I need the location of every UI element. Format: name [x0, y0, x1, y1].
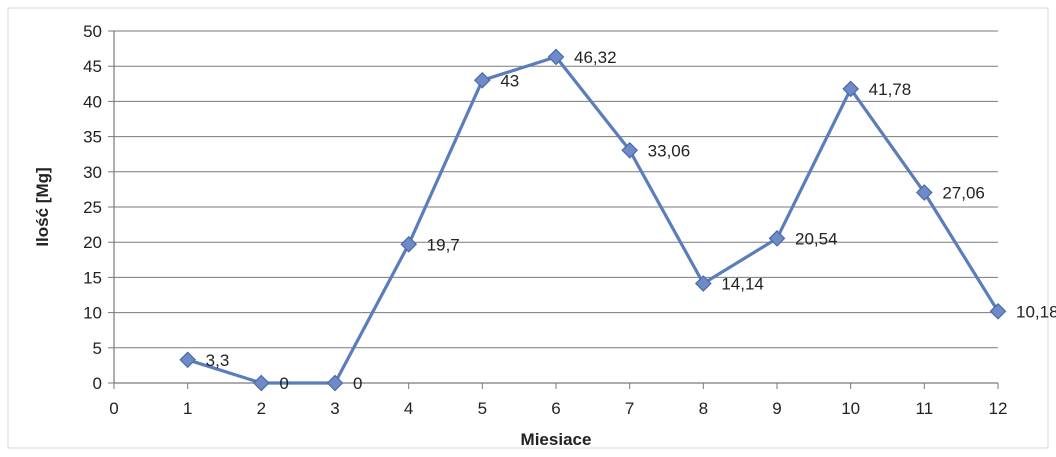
x-tick-label: 8 — [699, 399, 708, 418]
x-tick-label: 7 — [625, 399, 634, 418]
y-tick-label: 15 — [83, 268, 102, 287]
y-tick-label: 40 — [83, 92, 102, 111]
data-label: 10,18 — [1016, 302, 1056, 321]
y-tick-label: 50 — [83, 22, 102, 41]
x-axis-title: Miesiace — [521, 430, 592, 449]
gridlines — [114, 30, 998, 349]
x-tick-label: 9 — [772, 399, 781, 418]
y-axis-title: Ilość [Mg] — [33, 167, 52, 246]
data-point-marker — [400, 235, 418, 253]
data-label: 27,06 — [942, 183, 985, 202]
y-tick-label: 5 — [93, 339, 102, 358]
y-tick-label: 20 — [83, 233, 102, 252]
data-point-marker — [326, 374, 344, 392]
y-tick-label: 35 — [83, 128, 102, 147]
data-label: 33,06 — [648, 141, 691, 160]
x-tick-label: 11 — [916, 399, 934, 418]
x-tick-label: 10 — [841, 399, 860, 418]
chart-border — [7, 7, 1049, 449]
data-point-marker — [252, 374, 270, 392]
data-point-marker — [547, 48, 565, 66]
series — [179, 48, 1007, 392]
data-point-marker — [768, 230, 786, 247]
y-tick-label: 25 — [83, 198, 102, 217]
data-label: 3,3 — [206, 351, 230, 370]
y-tick-label: 30 — [83, 163, 102, 182]
data-point-marker — [989, 302, 1007, 320]
data-point-marker — [473, 71, 491, 89]
data-label: 0 — [279, 374, 288, 393]
y-tick-label: 10 — [83, 304, 102, 323]
data-point-marker — [621, 141, 639, 159]
data-label: 19,7 — [427, 235, 460, 254]
y-tick-label: 45 — [83, 57, 102, 76]
x-tick-label: 3 — [330, 399, 339, 418]
data-label: 43 — [500, 71, 519, 90]
data-point-marker — [915, 184, 933, 201]
data-label: 46,32 — [574, 48, 617, 67]
y-tick-label: 0 — [93, 374, 102, 393]
data-label: 20,54 — [795, 229, 838, 248]
data-point-marker — [694, 275, 712, 292]
data-labels: 3,3 0 0 19,7 43 46,32 33,06 14,14 20,54 41,78 27,0… — [206, 48, 1056, 393]
series-line — [187, 55, 1000, 385]
data-label: 41,78 — [869, 80, 912, 99]
x-tick-label: 12 — [989, 399, 1008, 418]
x-tick-label: 5 — [478, 399, 487, 418]
data-label: 0 — [353, 374, 362, 393]
data-label: 14,14 — [721, 274, 764, 293]
x-tick-label: 6 — [551, 399, 560, 418]
data-point-marker — [179, 351, 197, 369]
x-tick-label: 1 — [183, 399, 192, 418]
x-tick-label: 4 — [404, 399, 413, 418]
x-tick-label: 2 — [257, 399, 266, 418]
x-tick-label: 0 — [109, 399, 118, 418]
data-point-marker — [842, 80, 860, 98]
